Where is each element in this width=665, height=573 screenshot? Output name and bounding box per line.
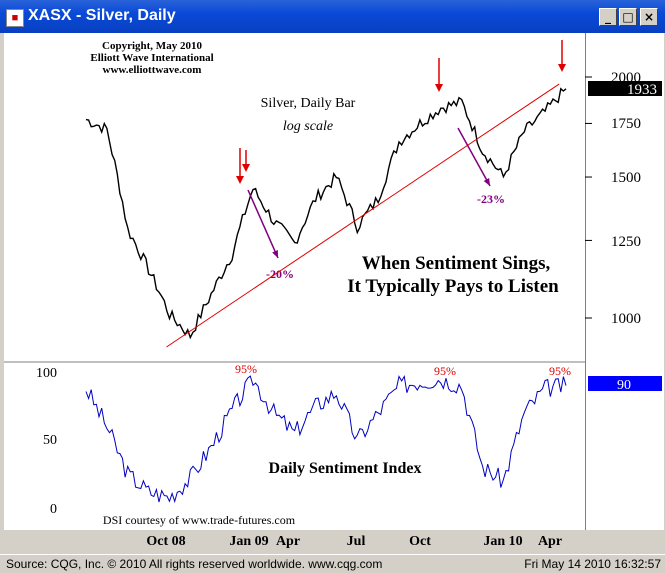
- drop-arrow: [247, 189, 279, 259]
- x-tick-label: Jan 10: [483, 534, 522, 549]
- x-tick-label: Apr: [538, 534, 562, 549]
- peak-arrow-head: [435, 84, 443, 92]
- app-icon: ■: [6, 9, 24, 27]
- price-tick-label: 1250: [611, 234, 641, 250]
- copyright-line-2: Elliott Wave International: [90, 52, 213, 64]
- dsi-peak-label: 95%: [235, 362, 257, 376]
- minimize-button[interactable]: _: [599, 8, 617, 26]
- maximize-button[interactable]: □: [619, 8, 637, 26]
- price-tick-label: 1000: [611, 311, 641, 327]
- dsi-title: Daily Sentiment Index: [269, 460, 422, 477]
- x-tick-label: Apr: [276, 534, 300, 549]
- copyright-line-1: Copyright, May 2010: [102, 40, 202, 52]
- price-tick-label: 1750: [611, 116, 641, 132]
- last-price-label: 1933: [627, 82, 657, 98]
- status-source: Source: CQG, Inc. © 2010 All rights rese…: [6, 557, 383, 571]
- status-bar: Source: CQG, Inc. © 2010 All rights rese…: [0, 554, 665, 573]
- price-series-line: [85, 87, 567, 340]
- last-price-badge: [588, 81, 662, 96]
- price-chart-title: Silver, Daily Bar: [261, 96, 356, 111]
- x-tick-label: Oct: [409, 534, 431, 549]
- peak-arrow-head: [242, 164, 250, 172]
- x-tick-label: Jan 09: [229, 534, 268, 549]
- window-titlebar: ■ XASX - Silver, Daily _ □ ×: [0, 0, 665, 33]
- close-button[interactable]: ×: [640, 8, 658, 26]
- dsi-tick-label: 0: [50, 502, 57, 517]
- dsi-tick-label: 50: [43, 433, 57, 448]
- copyright-line-3: www.elliottwave.com: [103, 64, 202, 76]
- headline-line-1: When Sentiment Sings,: [362, 253, 551, 274]
- dsi-last-label: 90: [617, 378, 631, 393]
- drop-annotation: -20%: [266, 267, 294, 281]
- plot-area: [4, 33, 585, 530]
- dsi-tick-label: 100: [36, 366, 57, 381]
- dsi-credit: DSI courtesy of www.trade-futures.com: [103, 513, 296, 527]
- drop-arrow-head: [272, 250, 278, 258]
- axis-panel: [585, 33, 664, 530]
- dsi-peak-label: 95%: [434, 364, 456, 378]
- drop-arrow-head: [483, 178, 490, 186]
- dsi-last-badge: [588, 376, 662, 391]
- drop-annotation: -23%: [477, 192, 505, 206]
- headline-line-2: It Typically Pays to Listen: [347, 276, 559, 297]
- x-tick-label: Jul: [347, 534, 366, 549]
- price-chart-subtitle: log scale: [283, 119, 333, 134]
- dsi-series-line: [85, 375, 567, 504]
- drop-arrow: [457, 127, 491, 187]
- x-axis-bar: [0, 530, 665, 554]
- window-title: XASX - Silver, Daily: [28, 7, 176, 24]
- peak-arrow-head: [558, 64, 566, 72]
- status-timestamp: Fri May 14 2010 16:32:57: [524, 557, 661, 571]
- peak-arrow-head: [236, 176, 244, 184]
- x-tick-label: Oct 08: [146, 534, 185, 549]
- trendline: [166, 83, 560, 348]
- dsi-peak-label: 95%: [549, 364, 571, 378]
- price-tick-label: 1500: [611, 170, 641, 186]
